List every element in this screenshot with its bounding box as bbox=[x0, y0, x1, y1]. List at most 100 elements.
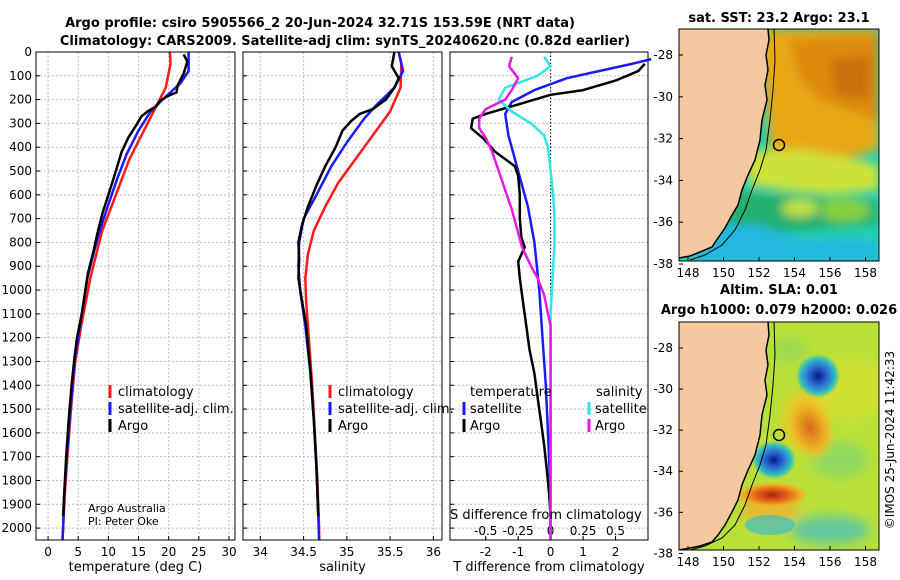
y-tick-label: 200 bbox=[9, 93, 32, 107]
plot-frame bbox=[449, 51, 649, 541]
lon-tick-label: 154 bbox=[783, 266, 806, 280]
y-tick-label: 400 bbox=[9, 140, 32, 154]
legend-argo-label: Argo bbox=[118, 419, 148, 434]
sst-map-frame bbox=[678, 28, 880, 262]
lon-tick-label: 148 bbox=[677, 555, 700, 569]
y-tick-label: 1500 bbox=[1, 402, 32, 416]
series-line-argo-s bbox=[477, 56, 552, 540]
sla-eddy-hot bbox=[736, 482, 808, 508]
y-tick-label: 1200 bbox=[1, 331, 32, 345]
imos-credit: ©IMOS 25-Jun-2024 11:42:33 bbox=[883, 351, 897, 529]
sla-lon-ticks: 148 150 152 154 156 158 bbox=[677, 546, 877, 569]
series-line-satellite-adj-clim- bbox=[61, 52, 190, 541]
lat-tick-label: -30 bbox=[653, 90, 673, 104]
lat-tick-label: -30 bbox=[653, 382, 673, 396]
sla-eddy-warm bbox=[784, 394, 836, 462]
legend-climatology-label: climatology bbox=[338, 385, 414, 400]
x-tick-label: 2 bbox=[612, 545, 620, 559]
note-argo-australia: Argo Australia bbox=[88, 502, 166, 515]
x-tick-label: 34 bbox=[253, 545, 268, 559]
legend-argo-label: Argo bbox=[338, 419, 368, 434]
x-tick-label: 5 bbox=[74, 545, 82, 559]
y-tick-label: 900 bbox=[9, 259, 32, 273]
x-tick-label: 36 bbox=[426, 545, 441, 559]
y-tick-label: 0 bbox=[24, 45, 32, 59]
lon-tick-label: 148 bbox=[677, 266, 700, 280]
temperature-legend: climatology satellite-adj. clim. Argo Ar… bbox=[88, 385, 234, 528]
x-tick-label: 20 bbox=[161, 545, 176, 559]
legend-satellite-label: satellite-adj. clim. bbox=[118, 402, 234, 417]
y-tick-label: 700 bbox=[9, 212, 32, 226]
series-line-argo bbox=[297, 51, 400, 517]
sla-map-title2: Argo h1000: 0.079 h2000: 0.026 bbox=[661, 303, 897, 318]
y-tick-label: 500 bbox=[9, 164, 32, 178]
y-tick-label: 1700 bbox=[1, 450, 32, 464]
series-line-argo bbox=[61, 53, 189, 517]
sst-lat-ticks: -28 -30 -32 -34 -36 -38 bbox=[653, 48, 683, 271]
lon-tick-label: 152 bbox=[748, 555, 771, 569]
sla-eddy-cyclonic bbox=[796, 354, 840, 398]
lat-tick-label: -36 bbox=[653, 505, 673, 519]
legend-temperature-header: temperature bbox=[470, 385, 552, 400]
y-tick-label: 300 bbox=[9, 116, 32, 130]
sst-map: sat. SST: 23.2 Argo: 23.1 -28 -30 -32 -34 -3… bbox=[653, 11, 880, 280]
temperature-panel: 0 5 10 15 20 25 300100200300400500600700800900… bbox=[1, 45, 236, 575]
plot-frame bbox=[242, 51, 443, 541]
x-tick-label: 15 bbox=[131, 545, 146, 559]
sst-lon-ticks: 148 150 152 154 156 158 bbox=[677, 257, 877, 280]
lon-tick-label: 152 bbox=[748, 266, 771, 280]
lon-tick-label: 156 bbox=[819, 555, 842, 569]
lat-tick-label: -34 bbox=[653, 464, 673, 478]
series-line-argo-t bbox=[469, 63, 646, 517]
sst-map-land bbox=[679, 29, 769, 258]
x-tick-label: -2 bbox=[480, 545, 492, 559]
figure-title-line1: Argo profile: csiro 5905566_2 20-Jun-202… bbox=[65, 16, 575, 31]
sla-map-land bbox=[679, 322, 769, 550]
x-axis-label: T difference from climatology bbox=[452, 560, 645, 575]
sst-map-isobath bbox=[689, 29, 776, 261]
salinity-legend: climatology satellite-adj. clim. Argo bbox=[328, 385, 454, 434]
series-line-satellite-t bbox=[503, 57, 652, 541]
note-pi: PI: Peter Oke bbox=[88, 515, 159, 528]
s-difference-label: S difference from climatology bbox=[450, 508, 642, 523]
y-tick-label: 1600 bbox=[1, 426, 32, 440]
lat-tick-label: -38 bbox=[653, 257, 673, 271]
s-tick-label: -0.5 bbox=[474, 524, 497, 538]
x-tick-label: 25 bbox=[191, 545, 206, 559]
sst-map-title: sat. SST: 23.2 Argo: 23.1 bbox=[688, 11, 869, 26]
sla-lat-ticks: -28 -30 -32 -34 -36 -38 bbox=[653, 341, 683, 560]
x-axis-label: temperature (deg C) bbox=[69, 560, 203, 575]
sla-map: Altim. SLA: 0.01 Argo h1000: 0.079 h2000… bbox=[653, 283, 897, 569]
lon-tick-label: 158 bbox=[854, 555, 877, 569]
lat-tick-label: -38 bbox=[653, 546, 673, 560]
lat-tick-label: -28 bbox=[653, 48, 673, 62]
y-tick-label: 1800 bbox=[1, 473, 32, 487]
x-tick-label: 34.5 bbox=[290, 545, 317, 559]
legend-satellite-s-label: satellite bbox=[595, 402, 647, 417]
legend-satellite-t-label: satellite bbox=[470, 402, 522, 417]
x-tick-label: 0 bbox=[547, 545, 555, 559]
salinity-panel: 34 34.5 35 35.5 36 salinity bbox=[242, 51, 443, 575]
legend-argo-s-label: Argo bbox=[595, 419, 625, 434]
lat-tick-label: -34 bbox=[653, 173, 673, 187]
plot-frame bbox=[35, 51, 236, 541]
x-tick-label: 35 bbox=[339, 545, 354, 559]
sla-map-frame bbox=[678, 321, 880, 551]
difference-legend: temperature salinity satellite Argo sate… bbox=[450, 385, 647, 523]
figure-title-line2: Climatology: CARS2009. Satellite-adj cli… bbox=[60, 34, 630, 49]
y-tick-label: 1300 bbox=[1, 354, 32, 368]
lat-tick-label: -32 bbox=[653, 423, 673, 437]
y-tick-label: 1100 bbox=[1, 307, 32, 321]
y-tick-label: 800 bbox=[9, 235, 32, 249]
y-tick-label: 100 bbox=[9, 69, 32, 83]
s-tick-label: -0.25 bbox=[503, 524, 534, 538]
lon-tick-label: 150 bbox=[712, 266, 735, 280]
series-line-satellite-adj-clim- bbox=[297, 51, 405, 541]
lat-tick-label: -28 bbox=[653, 341, 673, 355]
legend-salinity-header: salinity bbox=[596, 385, 643, 400]
x-tick-label: 35.5 bbox=[377, 545, 404, 559]
lat-tick-label: -32 bbox=[653, 132, 673, 146]
lon-tick-label: 158 bbox=[854, 266, 877, 280]
lat-tick-label: -36 bbox=[653, 215, 673, 229]
